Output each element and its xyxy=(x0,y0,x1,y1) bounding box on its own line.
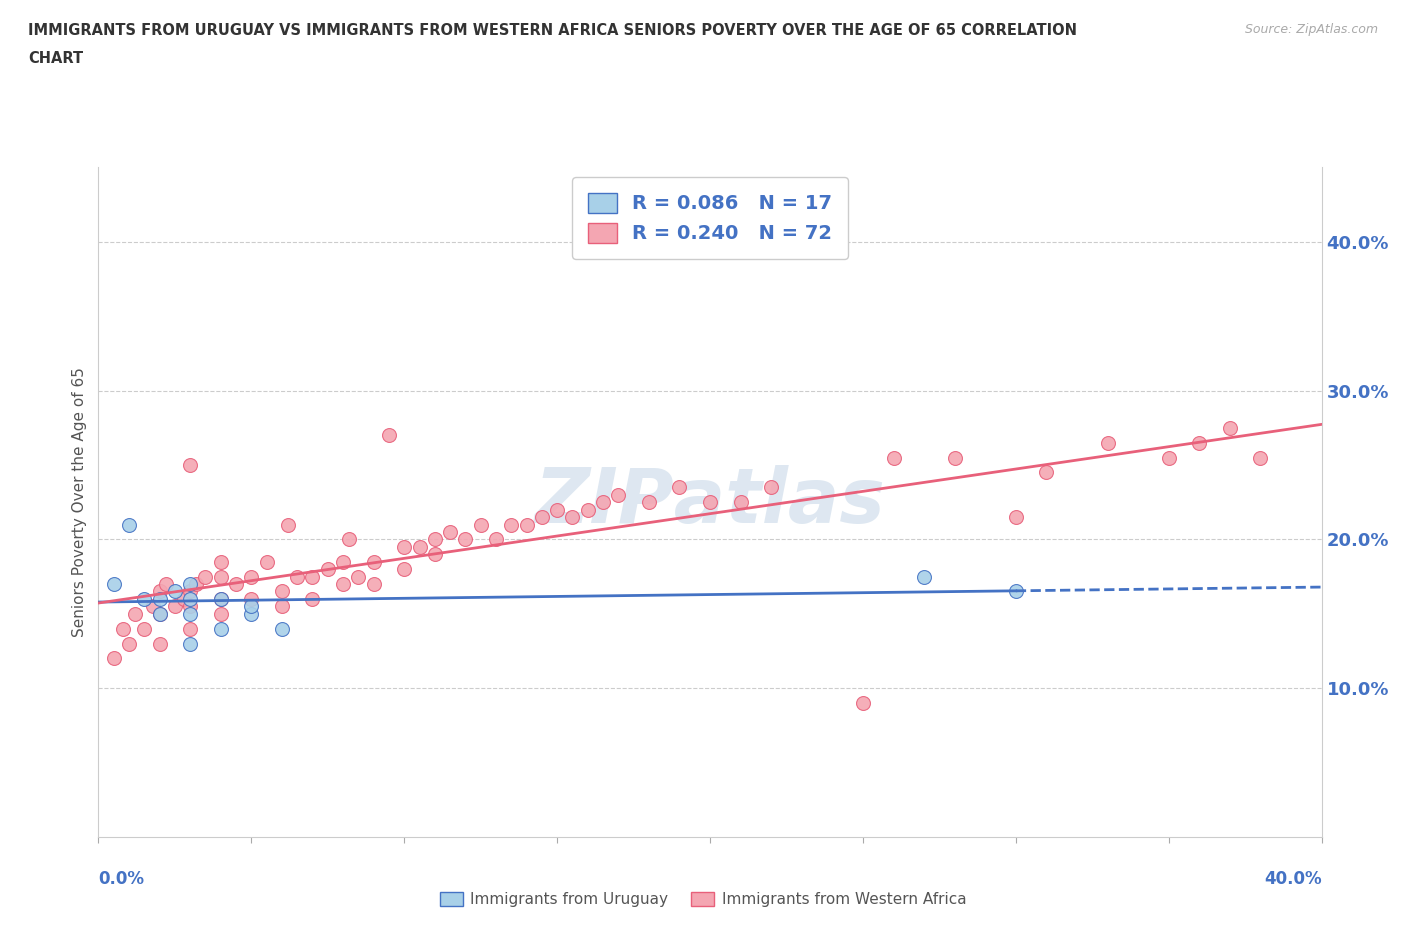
Point xyxy=(142,599,165,614)
Text: ZIP​atlas: ZIP​atlas xyxy=(534,465,886,539)
Point xyxy=(392,539,416,554)
Point xyxy=(149,636,172,651)
Point xyxy=(256,554,278,569)
Point xyxy=(363,577,385,591)
Point xyxy=(561,510,583,525)
Point xyxy=(1157,450,1180,465)
Point xyxy=(1004,584,1026,599)
Point xyxy=(240,606,263,621)
Point xyxy=(270,621,292,636)
Legend: R = 0.086   N = 17, R = 0.240   N = 72: R = 0.086 N = 17, R = 0.240 N = 72 xyxy=(572,177,848,259)
Point xyxy=(439,525,461,539)
Point xyxy=(1004,510,1026,525)
Point xyxy=(592,495,614,510)
Point xyxy=(423,547,446,562)
Point xyxy=(912,569,935,584)
Text: 0.0%: 0.0% xyxy=(98,870,145,888)
Point xyxy=(179,584,201,599)
Point xyxy=(179,599,201,614)
Point xyxy=(209,554,232,569)
Point xyxy=(408,539,430,554)
Point xyxy=(240,569,263,584)
Point xyxy=(1219,420,1241,435)
Point xyxy=(163,599,186,614)
Point xyxy=(149,606,172,621)
Point xyxy=(454,532,477,547)
Point xyxy=(155,577,177,591)
Point xyxy=(546,502,568,517)
Point xyxy=(1188,435,1211,450)
Point xyxy=(316,562,339,577)
Point xyxy=(883,450,905,465)
Point xyxy=(485,532,508,547)
Point xyxy=(149,606,172,621)
Text: CHART: CHART xyxy=(28,51,83,66)
Point xyxy=(179,606,201,621)
Point xyxy=(111,621,134,636)
Point xyxy=(637,495,661,510)
Legend: Immigrants from Uruguay, Immigrants from Western Africa: Immigrants from Uruguay, Immigrants from… xyxy=(433,885,973,913)
Point xyxy=(124,606,146,621)
Point xyxy=(530,510,553,525)
Point xyxy=(209,591,232,606)
Point xyxy=(270,584,292,599)
Point xyxy=(301,569,323,584)
Point xyxy=(576,502,599,517)
Point xyxy=(337,532,360,547)
Point xyxy=(270,599,292,614)
Point xyxy=(943,450,966,465)
Point xyxy=(332,577,354,591)
Point xyxy=(209,591,232,606)
Point xyxy=(1097,435,1119,450)
Point xyxy=(225,577,247,591)
Y-axis label: Seniors Poverty Over the Age of 65: Seniors Poverty Over the Age of 65 xyxy=(72,367,87,637)
Text: Source: ZipAtlas.com: Source: ZipAtlas.com xyxy=(1244,23,1378,36)
Point xyxy=(240,599,263,614)
Point xyxy=(363,554,385,569)
Point xyxy=(277,517,299,532)
Point xyxy=(118,517,141,532)
Point xyxy=(179,636,201,651)
Point xyxy=(285,569,308,584)
Point xyxy=(186,577,208,591)
Point xyxy=(173,591,195,606)
Point xyxy=(301,591,323,606)
Point xyxy=(179,621,201,636)
Point xyxy=(118,636,141,651)
Point xyxy=(347,569,370,584)
Point xyxy=(149,584,172,599)
Text: 40.0%: 40.0% xyxy=(1264,870,1322,888)
Point xyxy=(134,591,156,606)
Point xyxy=(392,562,416,577)
Point xyxy=(1249,450,1271,465)
Point xyxy=(332,554,354,569)
Point xyxy=(852,696,875,711)
Point xyxy=(423,532,446,547)
Point xyxy=(240,591,263,606)
Point xyxy=(163,584,186,599)
Point xyxy=(1035,465,1057,480)
Point xyxy=(668,480,690,495)
Point xyxy=(516,517,538,532)
Point xyxy=(179,591,201,606)
Text: IMMIGRANTS FROM URUGUAY VS IMMIGRANTS FROM WESTERN AFRICA SENIORS POVERTY OVER T: IMMIGRANTS FROM URUGUAY VS IMMIGRANTS FR… xyxy=(28,23,1077,38)
Point xyxy=(179,577,201,591)
Point xyxy=(209,621,232,636)
Point xyxy=(194,569,217,584)
Point xyxy=(209,606,232,621)
Point xyxy=(759,480,782,495)
Point xyxy=(179,458,201,472)
Point xyxy=(607,487,630,502)
Point xyxy=(209,569,232,584)
Point xyxy=(501,517,523,532)
Point xyxy=(134,621,156,636)
Point xyxy=(103,577,125,591)
Point xyxy=(730,495,752,510)
Point xyxy=(378,428,401,443)
Point xyxy=(149,591,172,606)
Point xyxy=(699,495,721,510)
Point xyxy=(470,517,492,532)
Point xyxy=(103,651,125,666)
